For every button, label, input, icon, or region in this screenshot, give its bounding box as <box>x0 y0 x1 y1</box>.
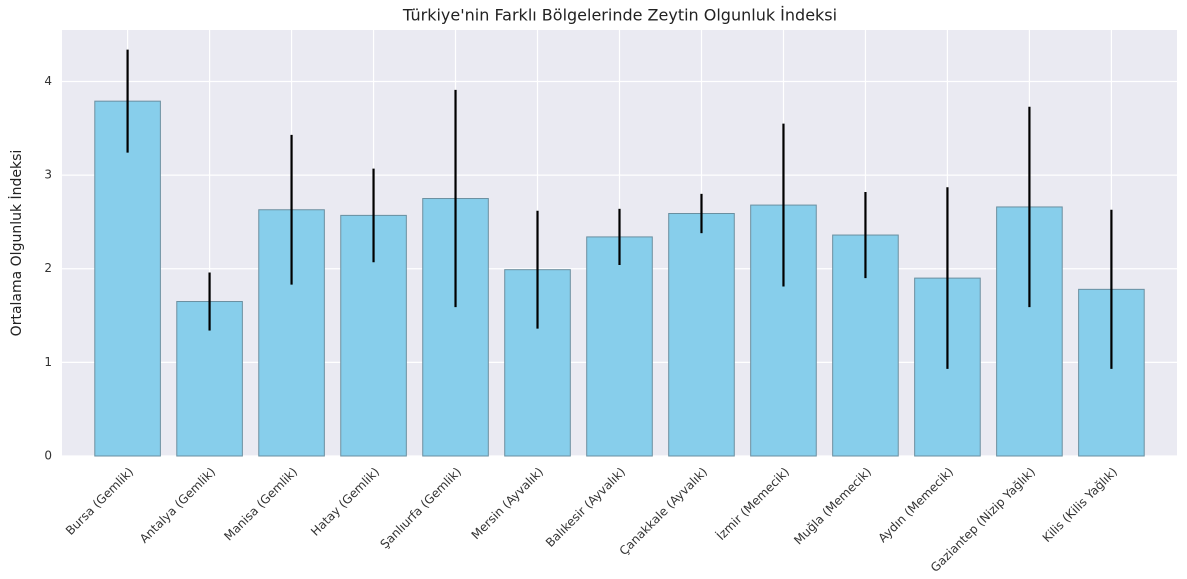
x-tick-label: Bursa (Gemlik) <box>63 465 136 538</box>
x-tick-label: Antalya (Gemlik) <box>137 465 218 546</box>
bar <box>586 236 653 457</box>
bar <box>668 213 735 457</box>
x-tick-label: Şanlıurfa (Gemlik) <box>377 465 464 552</box>
y-tick-label: 2 <box>44 261 52 275</box>
x-tick-label: Çanakkale (Ayvalık) <box>617 465 710 558</box>
x-tick-label: Hatay (Gemlik) <box>308 465 382 539</box>
x-tick-label: Balıkesir (Ayvalık) <box>543 465 628 550</box>
y-tick-label: 1 <box>44 355 52 369</box>
x-tick-label: İzmir (Memecik) <box>713 464 792 543</box>
x-tick-label: Muğla (Memecik) <box>791 465 874 548</box>
x-tick-label: Kilis (Kilis Yağlık) <box>1040 465 1120 545</box>
x-tick-label: Manisa (Gemlik) <box>221 465 300 544</box>
bar <box>94 100 161 457</box>
y-axis-label: Ortalama Olgunluk İndeksi <box>7 150 25 337</box>
chart-title: Türkiye'nin Farklı Bölgelerinde Zeytin O… <box>402 6 837 25</box>
y-tick-label: 3 <box>44 168 52 182</box>
y-tick-label: 4 <box>44 74 52 88</box>
x-tick-label: Aydın (Memecik) <box>875 465 956 546</box>
y-tick-label: 0 <box>44 449 52 463</box>
x-tick-label: Mersin (Ayvalık) <box>469 465 547 543</box>
